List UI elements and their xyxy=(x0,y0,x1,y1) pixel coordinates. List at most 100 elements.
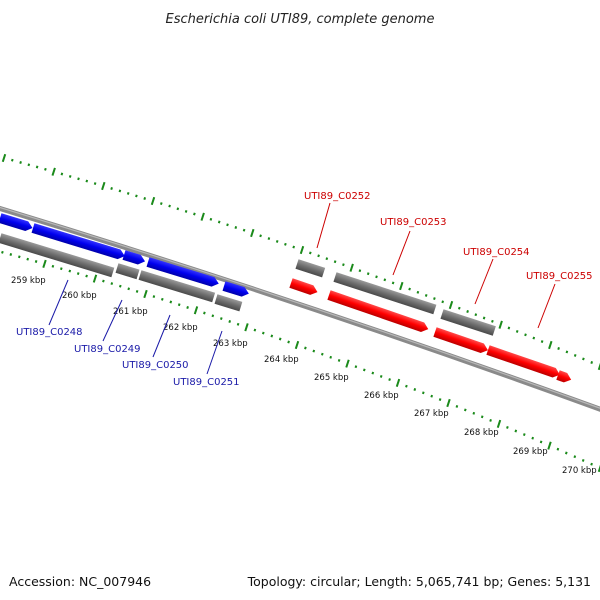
minor-tick xyxy=(557,347,560,350)
gene-arrow-forward[interactable] xyxy=(486,345,561,379)
tick-label: 270 kbp xyxy=(562,466,597,476)
minor-tick xyxy=(68,269,72,273)
genome-backbone xyxy=(0,205,600,412)
major-tick xyxy=(547,441,552,450)
minor-tick xyxy=(379,374,383,378)
reverse-strand-genes xyxy=(0,213,251,298)
tick-label: 260 kbp xyxy=(62,291,97,301)
major-tick xyxy=(200,212,205,221)
cds-block[interactable] xyxy=(295,259,326,278)
minor-tick xyxy=(489,418,492,422)
gene-arrow-reverse[interactable] xyxy=(122,250,147,266)
minor-tick xyxy=(127,287,131,291)
inner-tick-ring xyxy=(1,250,600,473)
minor-tick xyxy=(408,287,411,291)
tick-label: 263 kbp xyxy=(213,339,248,349)
gene-label[interactable]: UTI89_C0249 xyxy=(74,344,141,355)
minor-tick xyxy=(85,179,89,183)
minor-tick xyxy=(441,300,445,304)
major-tick xyxy=(299,245,305,255)
major-tick xyxy=(250,228,255,238)
minor-tick xyxy=(77,177,80,181)
gene-label[interactable]: UTI89_C0248 xyxy=(16,327,83,338)
minor-tick xyxy=(573,353,577,357)
minor-tick xyxy=(85,274,88,278)
minor-tick xyxy=(10,158,14,162)
cds-block[interactable] xyxy=(214,294,243,312)
tick-label: 267 kbp xyxy=(414,409,449,419)
cds-block[interactable] xyxy=(333,272,437,315)
cds-block[interactable] xyxy=(138,270,216,303)
gene-label[interactable]: UTI89_C0253 xyxy=(380,217,447,228)
minor-tick xyxy=(317,254,320,258)
gene-arrow-reverse[interactable] xyxy=(31,223,127,261)
tick-label: 262 kbp xyxy=(163,323,198,333)
major-tick xyxy=(597,463,600,473)
minor-tick xyxy=(333,260,337,264)
major-tick xyxy=(496,419,502,429)
minor-tick xyxy=(457,306,461,310)
gene-arrow-forward[interactable] xyxy=(327,290,430,334)
gene-label[interactable]: UTI89_C0252 xyxy=(304,191,371,202)
gene-label[interactable]: UTI89_C0255 xyxy=(526,271,593,282)
major-tick xyxy=(395,378,401,388)
minor-tick xyxy=(531,436,535,440)
gene-label[interactable]: UTI89_C0250 xyxy=(122,360,189,371)
minor-tick xyxy=(184,209,188,213)
minor-tick xyxy=(342,263,345,267)
minor-tick xyxy=(366,272,370,276)
minor-tick xyxy=(308,251,312,255)
minor-tick xyxy=(177,303,181,307)
gene-arrow-reverse[interactable] xyxy=(146,257,221,288)
tick-label: 265 kbp xyxy=(314,373,349,383)
major-tick xyxy=(193,306,199,315)
minor-tick xyxy=(253,328,257,332)
minor-tick xyxy=(44,167,47,171)
minor-tick xyxy=(522,433,526,437)
minor-tick xyxy=(506,425,509,429)
outer-tick-ring xyxy=(1,153,600,371)
gene-label[interactable]: UTI89_C0251 xyxy=(173,377,240,388)
major-tick xyxy=(150,196,156,206)
minor-tick xyxy=(26,257,30,261)
gene-arrow-forward[interactable] xyxy=(289,278,319,297)
gene-arrow-reverse[interactable] xyxy=(222,281,251,298)
major-tick xyxy=(101,181,106,191)
minor-tick xyxy=(590,361,594,364)
minor-tick xyxy=(320,352,324,356)
minor-tick xyxy=(143,197,147,200)
gene-arrow-reverse[interactable] xyxy=(0,213,34,233)
minor-tick xyxy=(354,365,358,369)
cds-block[interactable] xyxy=(0,233,115,278)
major-tick xyxy=(92,274,98,283)
minor-tick xyxy=(438,398,442,402)
forward-gene-labels: UTI89_C0252 UTI89_C0253 UTI89_C0254 UTI8… xyxy=(304,191,593,329)
minor-tick xyxy=(582,357,585,361)
minor-tick xyxy=(507,326,511,330)
gene-arrow-forward[interactable] xyxy=(556,370,573,384)
minor-tick xyxy=(60,172,64,176)
minor-tick xyxy=(383,278,387,282)
minor-tick xyxy=(524,333,527,337)
cds-block[interactable] xyxy=(115,263,140,280)
minor-tick xyxy=(421,391,425,395)
minor-tick xyxy=(76,272,80,276)
minor-tick xyxy=(416,290,420,294)
minor-tick xyxy=(413,388,417,391)
forward-strand-genes xyxy=(289,278,573,384)
minor-tick xyxy=(267,237,271,241)
minor-tick xyxy=(259,234,262,238)
major-tick xyxy=(349,263,354,272)
major-tick xyxy=(345,359,350,368)
minor-tick xyxy=(59,267,63,271)
minor-tick xyxy=(539,440,543,444)
minor-tick xyxy=(169,300,173,304)
cds-block[interactable] xyxy=(440,309,496,336)
major-tick xyxy=(548,340,553,350)
tick-label: 264 kbp xyxy=(264,355,299,365)
gene-arrow-forward[interactable] xyxy=(433,327,489,355)
gene-label[interactable]: UTI89_C0254 xyxy=(463,247,530,258)
minor-tick xyxy=(466,310,469,313)
minor-tick xyxy=(186,306,189,309)
